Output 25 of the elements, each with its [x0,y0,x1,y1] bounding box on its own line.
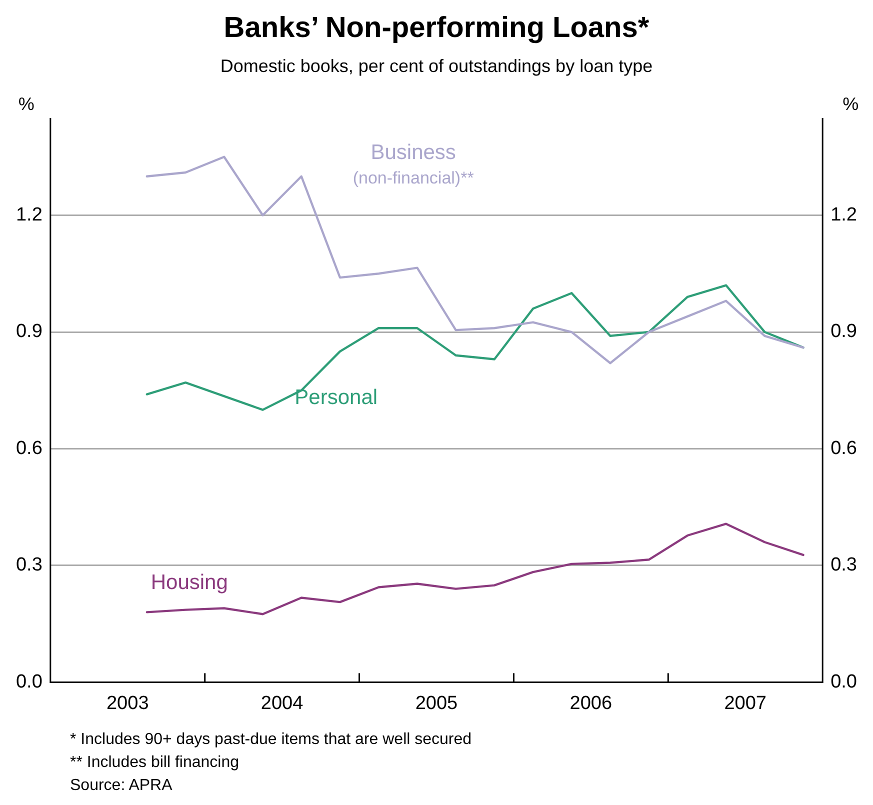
x-tick-label: 2006 [570,692,612,714]
y2-tick-label: 0.9 [830,321,858,342]
y-tick-label: 1.2 [16,204,42,226]
x-tick-label: 2003 [106,692,149,714]
chart-title: Banks’ Non-performing Loans* [222,12,650,45]
x-tick-label: 2004 [260,692,304,714]
y-tick-label: 0.9 [16,321,42,342]
y-tick-label: 0.6 [16,438,42,459]
source-note: Source: APRA [70,776,174,796]
series-label: Personal [294,386,378,409]
y2-tick-label: 0.6 [830,438,858,459]
y-axis-title: % [18,94,34,114]
chart-subtitle: Domestic books, per cent of outstandings by loan type [219,56,654,77]
y-tick-label: 0.3 [16,554,42,576]
y2-axis-title: % [842,94,859,114]
y2-tick-label: 1.2 [830,204,858,226]
series-label: Housing [150,570,228,594]
x-tick-label: 2007 [724,692,767,714]
y-tick-label: 0.0 [16,671,42,692]
text: * Includes 90+ days past-due items that are well secured [70,730,472,750]
x-tick-label: 2005 [415,692,458,714]
y2-tick-label: 0.3 [830,554,858,576]
y2-tick-label: 0.0 [830,671,858,692]
text: ** Includes bill financing [70,753,240,773]
text: Business (non-financial)** [352,140,474,188]
